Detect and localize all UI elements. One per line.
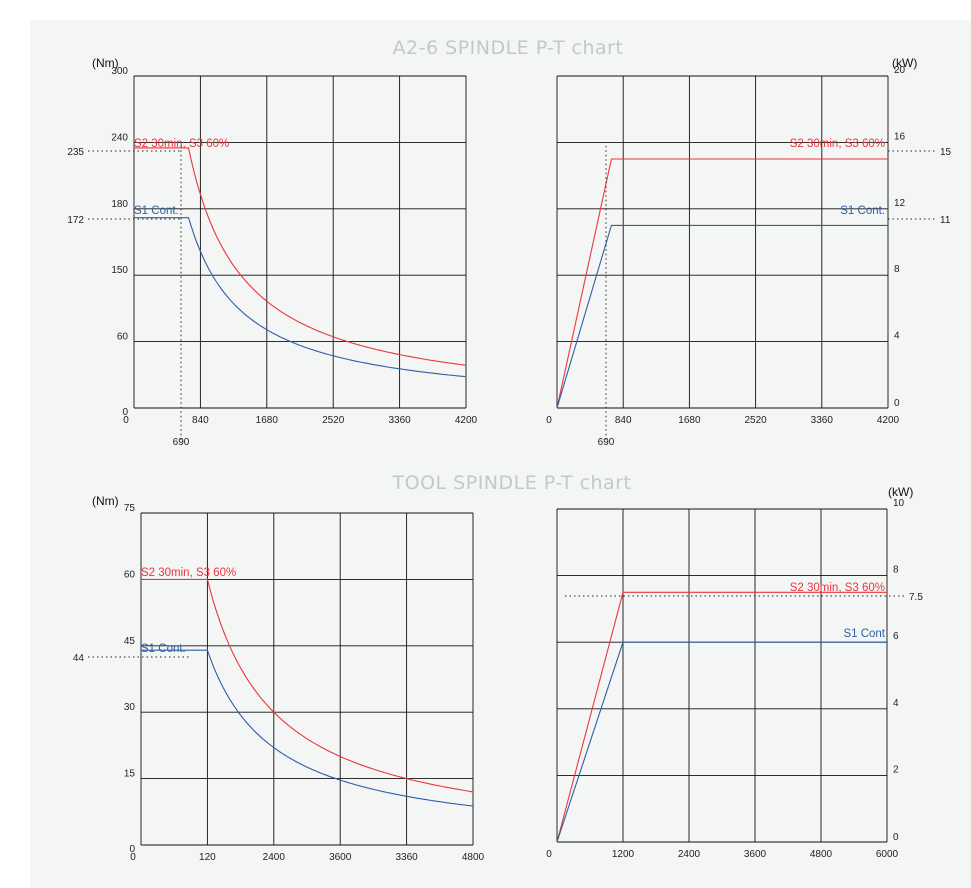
y-tick-label: 10 [893,498,905,509]
x-tick-label: 120 [199,852,216,863]
y-tick-label: 0 [122,407,128,418]
x-tick-label: 2400 [678,849,701,860]
s1-series-label: S1 Cont [843,628,885,640]
y-unit-label: (Nm) [92,56,119,70]
x-tick-label: 1680 [256,415,279,426]
y-tick-label: 60 [124,569,136,580]
x-tick-label: 4200 [877,415,900,426]
top-chart-title: A2-6 SPINDLE P-T chart [393,37,624,59]
x-tick-label: 2520 [322,415,345,426]
y-tick-label: 180 [111,199,128,210]
s2-series-line [141,578,474,793]
x-tick-label: 840 [192,415,209,426]
marker-label-y: 7.5 [909,592,923,603]
marker-label-x: 690 [598,437,615,448]
s1-series-line [134,217,466,378]
y-tick-label: 0 [893,832,899,843]
y-tick-label: 0 [894,398,900,409]
y-tick-label: 8 [893,565,899,576]
figure-background [30,20,971,888]
marker-label-y: 15 [940,147,952,158]
y-tick-label: 4 [894,331,900,342]
y-tick-label: 75 [124,503,136,514]
x-tick-label: 2520 [744,415,767,426]
s2-series-label: S2 30min, S3 60% [790,138,885,150]
y-tick-label: 15 [124,769,136,780]
y-tick-label: 0 [129,844,135,855]
s2-series-line [556,591,887,843]
x-tick-label: 2400 [263,852,286,863]
s2-series-label: S2 30min, S3 60% [141,567,236,579]
x-tick-label: 3360 [395,852,418,863]
x-tick-label: 0 [546,849,552,860]
marker-label-y: 235 [67,147,84,158]
y-tick-label: 4 [893,698,899,709]
s2-series-label: S2 30min, S3 60% [790,582,885,594]
marker-label-x: 690 [173,437,190,448]
x-tick-label: 4200 [455,415,478,426]
s1-series-label: S1 Cont. [840,205,885,217]
x-tick-label: 1680 [678,415,701,426]
marker-label-y: 44 [73,653,85,664]
x-tick-label: 3360 [388,415,411,426]
x-tick-label: 4800 [462,852,485,863]
x-tick-label: 0 [546,415,552,426]
marker-label-y: 172 [67,215,84,226]
s1-series-label: S1 Cont. [134,205,179,217]
s2-series-line [556,158,888,409]
y-tick-label: 6 [893,631,899,642]
s2-series-line [134,147,466,366]
y-tick-label: 45 [124,636,136,647]
bottom-chart-title: TOOL SPINDLE P-T chart [392,472,632,494]
y-tick-label: 8 [894,264,900,275]
x-tick-label: 3600 [329,852,352,863]
x-tick-label: 0 [130,852,136,863]
x-tick-label: 0 [123,415,129,426]
y-tick-label: 300 [111,66,128,77]
s1-series-line [556,641,887,843]
s1-series-label: S1 Cont. [141,643,186,655]
y-tick-label: 30 [124,702,136,713]
x-tick-label: 6000 [876,849,899,860]
y-tick-label: 12 [894,198,906,209]
y-unit-label: (Nm) [92,494,119,508]
s2-series-label: S2 30min, S3 60% [134,138,229,150]
y-unit-label: (kW) [892,56,917,70]
x-tick-label: 3600 [744,849,767,860]
y-tick-label: 16 [894,131,906,142]
x-tick-label: 4800 [810,849,833,860]
y-tick-label: 2 [893,764,899,775]
s1-series-line [141,649,474,807]
y-tick-label: 150 [111,265,128,276]
marker-label-y: 11 [940,215,951,226]
x-tick-label: 1200 [612,849,635,860]
y-tick-label: 60 [117,332,129,343]
x-tick-label: 3360 [811,415,834,426]
x-tick-label: 840 [615,415,632,426]
y-tick-label: 240 [111,132,128,143]
y-unit-label: (kW) [888,485,913,499]
y-tick-label: 20 [894,65,906,76]
s1-series-line [556,224,888,409]
